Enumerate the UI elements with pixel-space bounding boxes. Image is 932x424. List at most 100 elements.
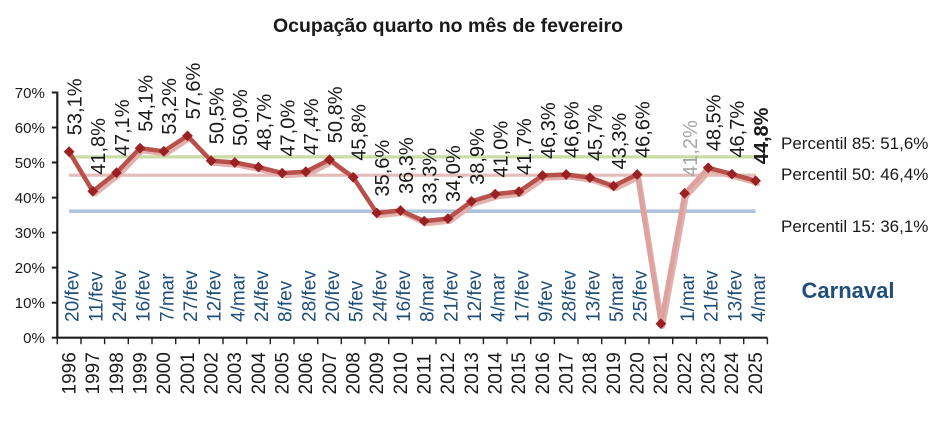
- svg-text:47,4%: 47,4%: [301, 98, 323, 155]
- svg-text:25/fev: 25/fev: [631, 270, 652, 322]
- svg-text:1999: 1999: [130, 352, 151, 394]
- svg-text:9/fev: 9/fev: [536, 280, 557, 322]
- svg-text:28/fev: 28/fev: [560, 270, 581, 322]
- svg-text:2000: 2000: [154, 352, 175, 394]
- svg-text:2002: 2002: [202, 352, 223, 394]
- svg-text:2015: 2015: [509, 352, 530, 394]
- svg-text:0%: 0%: [23, 330, 45, 347]
- svg-text:2022: 2022: [675, 352, 696, 394]
- svg-text:41,2%: 41,2%: [680, 120, 702, 177]
- svg-text:60%: 60%: [15, 120, 45, 137]
- svg-text:Percentil 15: 36,1%: Percentil 15: 36,1%: [781, 217, 928, 236]
- svg-text:2025: 2025: [746, 352, 767, 394]
- svg-text:54,1%: 54,1%: [135, 75, 157, 132]
- svg-text:5/fev: 5/fev: [347, 280, 368, 322]
- svg-text:44,8%: 44,8%: [751, 107, 773, 164]
- svg-text:41,0%: 41,0%: [491, 121, 513, 178]
- svg-text:Percentil 50: 46,4%: Percentil 50: 46,4%: [781, 165, 928, 184]
- svg-text:21/fev: 21/fev: [702, 270, 723, 322]
- svg-text:41,8%: 41,8%: [88, 118, 110, 175]
- svg-text:2004: 2004: [249, 352, 270, 395]
- svg-text:2001: 2001: [178, 352, 199, 394]
- svg-text:Percentil 85: 51,6%: Percentil 85: 51,6%: [781, 134, 928, 153]
- svg-text:13/fev: 13/fev: [583, 270, 604, 322]
- svg-text:20/fev: 20/fev: [323, 270, 344, 322]
- svg-text:10%: 10%: [15, 295, 45, 312]
- svg-text:2010: 2010: [391, 352, 412, 394]
- svg-text:16/fev: 16/fev: [394, 270, 415, 322]
- svg-text:1998: 1998: [107, 352, 128, 394]
- svg-text:45,7%: 45,7%: [585, 104, 607, 161]
- svg-text:40%: 40%: [15, 190, 45, 207]
- svg-text:2021: 2021: [651, 352, 672, 394]
- svg-text:30%: 30%: [15, 225, 45, 242]
- svg-text:70%: 70%: [15, 85, 45, 102]
- svg-text:24/fev: 24/fev: [370, 270, 391, 322]
- svg-text:2009: 2009: [367, 352, 388, 394]
- svg-text:1/mar: 1/mar: [678, 273, 699, 322]
- svg-text:2016: 2016: [533, 352, 554, 394]
- svg-text:2020: 2020: [628, 352, 649, 394]
- svg-text:50%: 50%: [15, 155, 45, 172]
- svg-text:24/fev: 24/fev: [252, 270, 273, 322]
- svg-text:43,3%: 43,3%: [609, 113, 631, 170]
- svg-text:5/mar: 5/mar: [607, 273, 628, 322]
- svg-text:Carnaval: Carnaval: [802, 278, 895, 303]
- svg-text:53,1%: 53,1%: [64, 78, 86, 135]
- svg-text:35,6%: 35,6%: [372, 140, 394, 197]
- svg-text:2023: 2023: [699, 352, 720, 394]
- svg-text:Ocupação quarto no mês de feve: Ocupação quarto no mês de fevereiro: [273, 15, 623, 37]
- svg-text:4/mar: 4/mar: [489, 273, 510, 322]
- svg-text:46,6%: 46,6%: [633, 101, 655, 158]
- svg-text:20/fev: 20/fev: [63, 270, 84, 322]
- svg-text:45,8%: 45,8%: [349, 104, 371, 161]
- svg-text:1997: 1997: [83, 352, 104, 394]
- svg-text:46,6%: 46,6%: [562, 101, 584, 158]
- svg-text:2013: 2013: [462, 352, 483, 394]
- svg-text:50,5%: 50,5%: [207, 87, 229, 144]
- svg-text:2007: 2007: [320, 352, 341, 394]
- svg-text:8/fev: 8/fev: [276, 280, 297, 322]
- svg-text:57,6%: 57,6%: [183, 62, 205, 119]
- svg-text:46,7%: 46,7%: [727, 101, 749, 158]
- svg-text:12/fev: 12/fev: [205, 270, 226, 322]
- svg-text:12/fev: 12/fev: [465, 270, 486, 322]
- svg-text:36,3%: 36,3%: [396, 137, 418, 194]
- svg-text:2017: 2017: [557, 352, 578, 394]
- svg-text:2024: 2024: [722, 352, 743, 395]
- svg-text:41,7%: 41,7%: [514, 118, 536, 175]
- svg-text:34,0%: 34,0%: [443, 145, 465, 202]
- svg-text:50,8%: 50,8%: [325, 86, 347, 143]
- svg-text:46,3%: 46,3%: [538, 102, 560, 159]
- svg-text:33,3%: 33,3%: [420, 148, 442, 205]
- svg-text:47,1%: 47,1%: [112, 99, 134, 156]
- svg-text:8/mar: 8/mar: [418, 273, 439, 322]
- svg-text:4/mar: 4/mar: [228, 273, 249, 322]
- svg-text:53,2%: 53,2%: [159, 78, 181, 135]
- svg-text:50,0%: 50,0%: [230, 89, 252, 146]
- svg-text:16/fev: 16/fev: [134, 270, 155, 322]
- svg-text:2018: 2018: [580, 352, 601, 394]
- svg-text:11/fev: 11/fev: [86, 271, 107, 322]
- svg-text:27/fev: 27/fev: [181, 270, 202, 322]
- svg-text:21/fev: 21/fev: [441, 270, 462, 322]
- svg-text:28/fev: 28/fev: [299, 270, 320, 322]
- svg-text:48,7%: 48,7%: [254, 94, 276, 151]
- svg-text:2006: 2006: [296, 352, 317, 394]
- svg-text:2003: 2003: [225, 352, 246, 394]
- svg-text:13/fev: 13/fev: [725, 270, 746, 322]
- svg-text:2005: 2005: [273, 352, 294, 394]
- svg-text:20%: 20%: [15, 260, 45, 277]
- svg-text:2008: 2008: [344, 352, 365, 394]
- svg-text:2019: 2019: [604, 352, 625, 394]
- svg-text:17/fev: 17/fev: [512, 270, 533, 322]
- svg-text:4/mar: 4/mar: [749, 273, 770, 322]
- svg-text:2014: 2014: [486, 352, 507, 395]
- svg-text:48,5%: 48,5%: [704, 94, 726, 151]
- svg-text:38,9%: 38,9%: [467, 128, 489, 185]
- svg-text:2011: 2011: [415, 354, 436, 395]
- svg-text:7/mar: 7/mar: [157, 273, 178, 322]
- svg-text:1996: 1996: [59, 352, 80, 394]
- svg-text:47,0%: 47,0%: [278, 100, 300, 157]
- svg-text:24/fev: 24/fev: [110, 270, 131, 322]
